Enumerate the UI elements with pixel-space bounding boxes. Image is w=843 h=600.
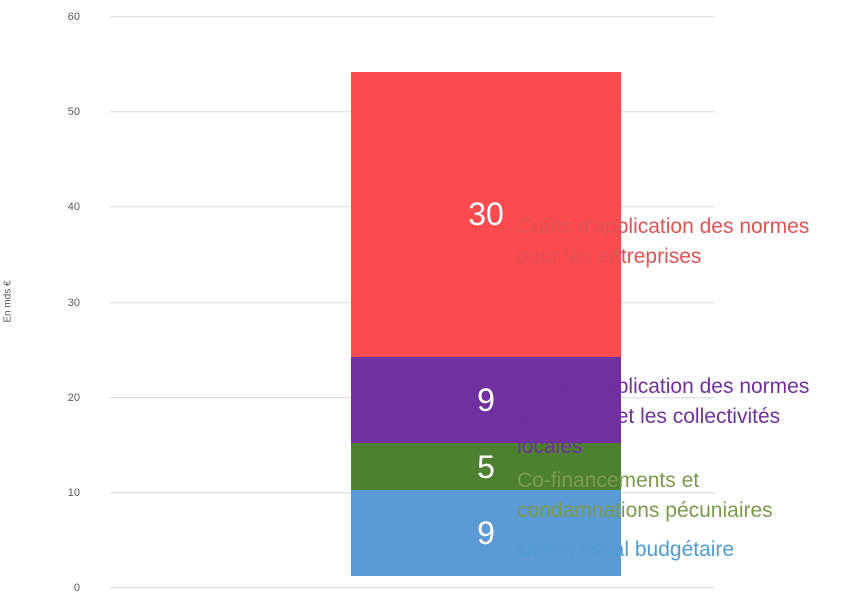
segment-annotations: Déficit fiscal budgétaire Co-financements…	[517, 0, 843, 600]
stacked-bar: 9 5 9 30	[351, 71, 621, 576]
y-tick-label: 20	[67, 391, 80, 404]
y-tick-label: 0	[73, 582, 80, 594]
y-tick-label: 60	[67, 11, 80, 23]
annotation-line: pour les entreprises	[517, 245, 702, 268]
segment-annotation-0: Déficit fiscal budgétaire	[517, 535, 843, 565]
annotation-line: locales	[517, 435, 583, 458]
annotation-line: Coûts d'application des normes	[517, 375, 810, 398]
annotation-line: pour l'État et les collectivités	[517, 405, 781, 428]
segment-value-label: 30	[468, 196, 504, 233]
y-tick-label: 40	[67, 201, 80, 214]
bar-segment-3: 30	[351, 71, 621, 358]
gridline-y-0	[110, 587, 715, 588]
bar-segment-2: 9	[351, 357, 621, 443]
segment-value-label: 9	[477, 381, 495, 418]
bar-segment-1: 5	[351, 442, 621, 491]
annotation-line: condamnations pécuniaires	[517, 499, 773, 522]
segment-value-label: 5	[477, 448, 495, 485]
annotation-line: Déficit fiscal budgétaire	[517, 538, 735, 561]
gridline-y-60	[110, 16, 715, 17]
segment-annotation-3: Coûts d'application des normes pour les e…	[517, 212, 843, 272]
segment-annotation-2: Coûts d'application des normes pour l'Éta…	[517, 372, 843, 462]
segment-value-label: 9	[477, 515, 495, 552]
annotation-line: Co-financements et	[517, 469, 700, 492]
y-tick-label: 30	[67, 296, 80, 309]
bar-segment-0: 9	[351, 490, 621, 576]
annotation-line: Coûts d'application des normes	[517, 215, 810, 238]
y-tick-label: 10	[67, 486, 80, 499]
plot-area: 9 5 9 30	[110, 16, 715, 588]
y-axis-title: En mds €	[2, 280, 14, 323]
y-tick-label: 50	[67, 106, 80, 119]
segment-annotation-1: Co-financements et condamnations pécuniai…	[517, 466, 843, 526]
